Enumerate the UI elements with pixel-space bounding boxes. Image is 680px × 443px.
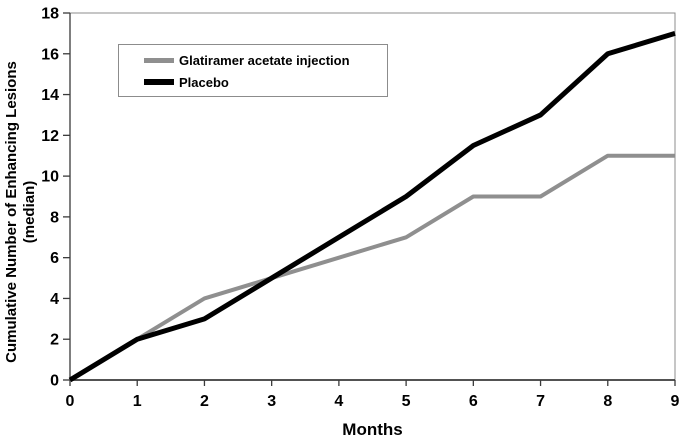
- y-tick-label: 18: [41, 6, 59, 23]
- y-tick-label: 8: [50, 209, 59, 226]
- x-tick-label: 2: [200, 393, 209, 410]
- y-tick-label: 0: [50, 373, 59, 390]
- x-tick-label: 5: [402, 393, 411, 410]
- legend: Glatiramer acetate injection Placebo: [118, 44, 388, 97]
- y-tick-label: 6: [50, 250, 59, 267]
- legend-item: Glatiramer acetate injection: [119, 49, 387, 71]
- x-tick-label: 6: [469, 393, 478, 410]
- y-tick-label: 16: [41, 46, 59, 63]
- legend-item: Placebo: [119, 71, 387, 93]
- y-axis-title-line2: (median): [21, 180, 38, 244]
- y-tick-label: 2: [50, 332, 59, 349]
- legend-label: Placebo: [179, 74, 229, 90]
- y-tick-label: 4: [50, 291, 59, 308]
- y-tick-label: 10: [41, 169, 59, 186]
- y-tick-label: 12: [41, 128, 59, 145]
- legend-swatch-icon: [144, 57, 174, 63]
- series-line-0: [68, 153, 675, 382]
- y-axis-title-line1: Cumulative Number of Enhancing Lesions: [3, 61, 20, 363]
- x-tick-label: 8: [603, 393, 612, 410]
- x-tick-label: 7: [536, 393, 545, 410]
- y-axis-title: Cumulative Number of Enhancing Lesions (…: [3, 61, 39, 363]
- x-axis-title: Months: [342, 420, 403, 439]
- x-tick-label: 3: [267, 393, 276, 410]
- series-line-1: [68, 30, 676, 383]
- legend-label: Glatiramer acetate injection: [179, 52, 350, 68]
- y-tick-label: 14: [41, 87, 59, 104]
- x-tick-label: 0: [66, 393, 75, 410]
- legend-swatch-icon: [144, 79, 174, 85]
- x-tick-label: 4: [334, 393, 343, 410]
- x-tick-label: 1: [133, 393, 142, 410]
- x-tick-label: 9: [671, 393, 680, 410]
